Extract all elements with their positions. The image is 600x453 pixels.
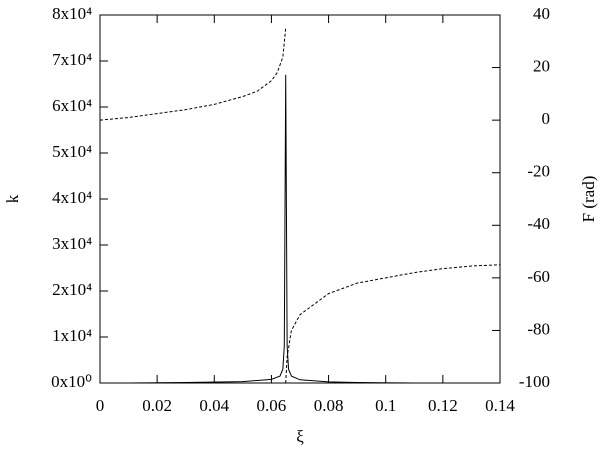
- y2-tick-label: 0: [542, 109, 551, 128]
- y2-tick-label: -60: [527, 267, 550, 286]
- y2-axis-label: F (rad): [579, 176, 598, 223]
- y2-tick-label: 40: [533, 4, 550, 23]
- series-line: [99, 28, 501, 384]
- y2-tick-label: -20: [527, 162, 550, 181]
- y-tick-label: 2x10⁴: [52, 280, 92, 299]
- y-tick-label: 5x10⁴: [52, 142, 92, 161]
- y2-tick-label: -100: [519, 372, 550, 391]
- y-axis-label: k: [3, 194, 22, 203]
- y-tick-label: 4x10⁴: [52, 188, 92, 207]
- x-tick-label: 0.12: [428, 396, 458, 415]
- x-tick-label: 0.1: [375, 396, 396, 415]
- x-tick-label: 0.06: [257, 396, 287, 415]
- series-line: [128, 74, 415, 384]
- y-tick-label: 8x10⁴: [52, 4, 92, 23]
- y2-tick-label: -80: [527, 319, 550, 338]
- x-tick-label: 0.14: [485, 396, 515, 415]
- x-tick-label: 0.02: [142, 396, 172, 415]
- x-tick-label: 0.04: [199, 396, 229, 415]
- y-tick-label: 3x10⁴: [52, 234, 92, 253]
- x-tick-label: 0: [96, 396, 105, 415]
- y-tick-label: 6x10⁴: [52, 96, 92, 115]
- y2-tick-label: -40: [527, 214, 550, 233]
- plot-frame: [99, 14, 501, 384]
- y-tick-label: 1x10⁴: [52, 326, 92, 345]
- x-tick-label: 0.08: [314, 396, 344, 415]
- y2-tick-label: 20: [533, 56, 550, 75]
- y-tick-label: 7x10⁴: [52, 50, 92, 69]
- x-axis-label: ξ: [296, 427, 304, 446]
- y-tick-label: 0x10⁰: [51, 372, 92, 391]
